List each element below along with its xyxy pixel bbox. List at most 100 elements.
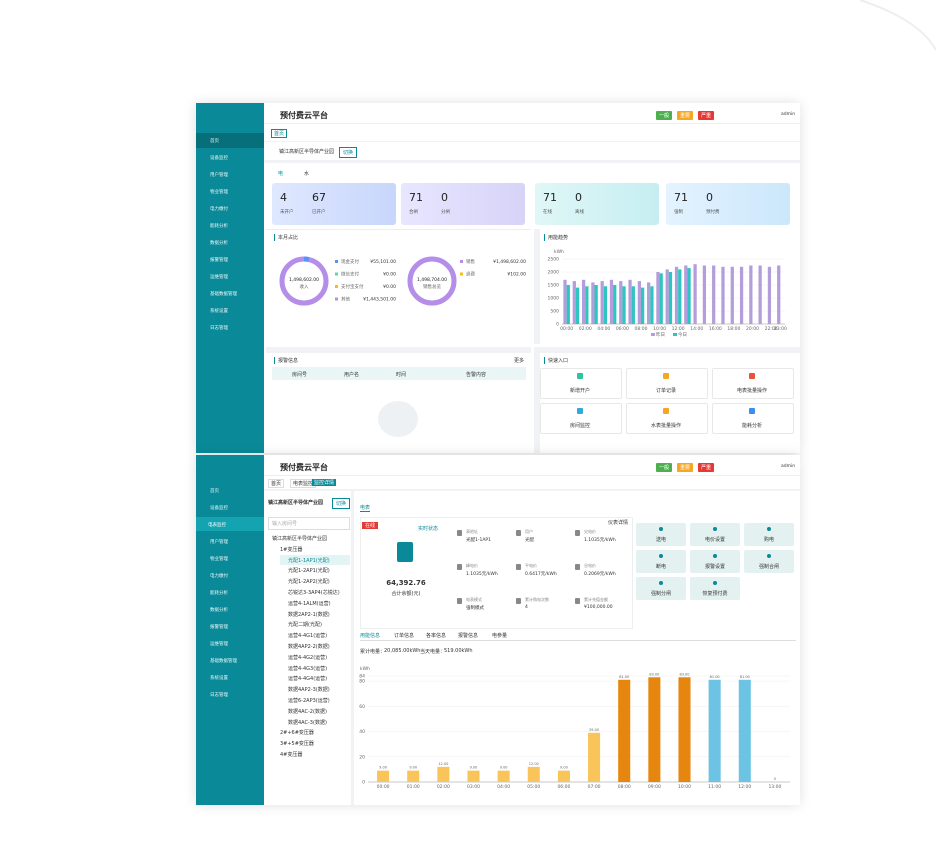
tree-node[interactable]: 光配1-2AP2(光配) xyxy=(288,579,330,586)
menu-item[interactable]: 设备监控 xyxy=(210,506,228,511)
menu-item[interactable]: 系统设置 xyxy=(210,676,228,681)
alert-badge[interactable]: 一般 xyxy=(656,111,673,120)
menu-item[interactable]: 报警管理 xyxy=(210,625,228,630)
tree-node[interactable]: 数据4AC-2(数据) xyxy=(288,708,327,715)
quick-entry[interactable] xyxy=(540,368,622,399)
tree-node[interactable]: 运营4-1ALM(运营) xyxy=(288,600,331,607)
tree-node[interactable]: 芯锐达3-3AP4(芯锐达) xyxy=(288,590,340,596)
action-button[interactable] xyxy=(744,523,794,546)
alert-badge[interactable]: 一般 xyxy=(656,463,673,472)
menu-item[interactable]: 报警管理 xyxy=(210,258,228,263)
action-label[interactable]: 报警设置 xyxy=(704,564,726,570)
menu-item[interactable]: 日志管理 xyxy=(210,326,228,331)
quick-label[interactable]: 订单记录 xyxy=(655,388,677,394)
menu-item[interactable]: 电力缴付 xyxy=(210,574,228,579)
quick-label[interactable]: 电表批量操作 xyxy=(736,388,768,394)
action-label[interactable]: 购电 xyxy=(763,537,775,543)
menu-item[interactable]: 设备监控 xyxy=(210,156,228,161)
tree-node[interactable]: 1#变压器 xyxy=(280,546,303,553)
alert-badge[interactable]: 重要 xyxy=(677,111,694,120)
legend-swatch xyxy=(460,260,463,263)
menu-item[interactable]: 用户管理 xyxy=(210,173,228,178)
detail-link[interactable]: 仪表详情 xyxy=(608,520,629,526)
x-tick-label: 04:00 xyxy=(597,326,610,332)
switch-button[interactable]: 切换 xyxy=(339,147,358,158)
info-tab[interactable]: 各率信息 xyxy=(426,633,447,639)
tree-node[interactable]: 运营6-2AP3(运营) xyxy=(288,698,330,704)
menu-item[interactable]: 首页 xyxy=(210,139,219,144)
menu-item[interactable]: 物业管理 xyxy=(210,190,228,195)
menu-item[interactable]: 电力缴付 xyxy=(210,207,228,212)
action-label[interactable]: 强制分闸 xyxy=(650,591,672,597)
user-name[interactable]: admin xyxy=(781,464,796,469)
tree-node[interactable]: 运营4-4G4(运营) xyxy=(288,676,328,683)
search-box[interactable] xyxy=(268,517,350,530)
tree-node[interactable]: 2#+6#变压器 xyxy=(280,730,314,737)
action-button[interactable] xyxy=(744,550,794,573)
alert-badge[interactable]: 严重 xyxy=(698,111,715,120)
tree-node[interactable]: 运营4-4G2(运营) xyxy=(288,654,328,661)
alert-badge[interactable]: 重要 xyxy=(677,463,694,472)
tree-node[interactable]: 3#+5#变压器 xyxy=(280,741,314,748)
menu-item[interactable]: 物业管理 xyxy=(210,557,228,562)
menu-item[interactable]: 用户管理 xyxy=(210,540,228,545)
page-tab[interactable]: 首页 xyxy=(271,129,288,138)
energy-tab[interactable]: 水 xyxy=(304,171,310,177)
info-tab[interactable]: 报警信息 xyxy=(458,633,479,639)
alert-badge[interactable]: 严重 xyxy=(698,463,715,472)
action-label[interactable]: 断电 xyxy=(655,564,667,570)
menu-item[interactable]: 首页 xyxy=(210,489,219,494)
menu-item[interactable]: 数据分析 xyxy=(210,608,228,613)
info-tab[interactable]: 用能信息 xyxy=(360,633,381,639)
tree-node[interactable]: 光配二期(光配) xyxy=(288,622,322,629)
info-tab[interactable]: 电参量 xyxy=(492,633,508,639)
quick-label[interactable]: 水表批量操作 xyxy=(650,423,682,429)
quick-label[interactable]: 能耗分析 xyxy=(741,423,763,429)
quick-entry[interactable] xyxy=(712,368,794,399)
action-label[interactable]: 强制合闸 xyxy=(758,564,780,570)
action-label[interactable]: 送电 xyxy=(655,537,667,543)
tree-node[interactable]: 数据4AP2-2(数据) xyxy=(288,644,330,650)
action-button[interactable] xyxy=(636,523,686,546)
info-tab[interactable]: 订单信息 xyxy=(394,633,415,639)
tree-node[interactable]: 光配1-1AP1(光配) xyxy=(288,557,330,564)
action-button[interactable] xyxy=(636,577,686,600)
action-button[interactable] xyxy=(690,550,740,573)
switch-button[interactable]: 切换 xyxy=(332,498,351,509)
menu-item[interactable]: 系统设置 xyxy=(210,309,228,314)
tree-node[interactable]: 数据4AC-3(数据) xyxy=(288,719,327,726)
quick-entry[interactable] xyxy=(712,403,794,434)
tree-node[interactable]: 数据2AP2-1(数据) xyxy=(288,611,330,618)
more-link[interactable]: 更多 xyxy=(514,358,525,364)
meter-tab[interactable]: 电表 xyxy=(360,505,371,512)
menu-item[interactable]: 基础数据管理 xyxy=(210,292,237,297)
menu-item[interactable]: 数据分析 xyxy=(210,241,228,246)
tree-node[interactable]: 运营4-4G1(运营) xyxy=(288,633,328,640)
submenu-item[interactable]: 电表监控 xyxy=(208,523,226,528)
action-label[interactable]: 电价设置 xyxy=(704,537,726,543)
action-button[interactable] xyxy=(636,550,686,573)
tree-node[interactable]: 镇江高新区半导体产业园 xyxy=(272,536,328,542)
action-button[interactable] xyxy=(690,523,740,546)
action-button[interactable] xyxy=(690,577,740,600)
page-tab[interactable]: 监控详情 xyxy=(312,479,337,486)
quick-entry[interactable] xyxy=(626,368,708,399)
menu-item[interactable]: 日志管理 xyxy=(210,693,228,698)
quick-entry[interactable] xyxy=(626,403,708,434)
menu-item[interactable]: 运维管理 xyxy=(210,275,228,280)
page-tab[interactable]: 首页 xyxy=(268,479,285,488)
quick-label[interactable]: 新增开户 xyxy=(569,388,591,394)
tree-node[interactable]: 运营4-4G3(运营) xyxy=(288,665,328,672)
tree-node[interactable]: 光配1-2AP1(光配) xyxy=(288,568,330,575)
action-label[interactable]: 恢复预付费 xyxy=(702,591,728,597)
tree-node[interactable]: 4#变压器 xyxy=(280,752,303,758)
menu-item[interactable]: 运维管理 xyxy=(210,642,228,647)
menu-item[interactable]: 能耗分析 xyxy=(210,591,228,596)
energy-tab[interactable]: 电 xyxy=(278,171,284,177)
menu-item[interactable]: 基础数据管理 xyxy=(210,659,237,664)
user-name[interactable]: admin xyxy=(781,112,796,117)
quick-entry[interactable] xyxy=(540,403,622,434)
tree-node[interactable]: 数据4AP2-3(数据) xyxy=(288,687,330,694)
menu-item[interactable]: 能耗分析 xyxy=(210,224,228,229)
quick-label[interactable]: 房间监控 xyxy=(569,423,591,429)
